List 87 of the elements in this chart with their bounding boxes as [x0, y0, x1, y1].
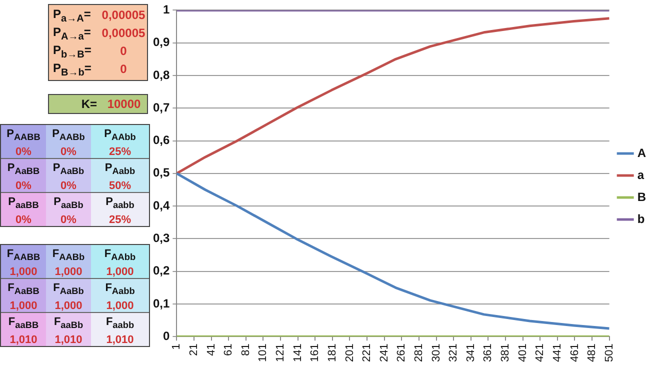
y-tick-label: 0,2 [152, 264, 170, 278]
y-tick-label: 0,1 [152, 296, 170, 310]
text: 1,000 [106, 266, 134, 278]
text: F$_{AaBb}$ [53, 282, 84, 296]
text: 0% [60, 180, 76, 192]
y-tick-label: 0,4 [152, 198, 170, 212]
text: P$_{a→A}$= [53, 7, 91, 25]
x-tick-label: 381 [500, 344, 512, 362]
x-tick-label: 341 [464, 344, 477, 362]
x-tick-label: 101 [257, 344, 270, 362]
x-tick-label: 161 [309, 344, 322, 362]
x-tick-label: 41 [205, 344, 218, 356]
legend-label: B [637, 190, 646, 204]
text: 1,000 [10, 266, 38, 278]
y-tick-label: 0,7 [152, 100, 170, 114]
x-tick-label: 241 [378, 344, 390, 362]
text: 1,010 [106, 334, 134, 346]
text: F$_{AABb}$ [52, 248, 85, 262]
x-tick-label: 261 [396, 344, 408, 362]
text: 0 [120, 62, 127, 76]
text: F$_{aaBB}$ [8, 316, 39, 330]
x-tick-label: 141 [292, 344, 304, 362]
x-tick-label: 61 [222, 344, 235, 356]
text: 0% [16, 214, 32, 226]
text: F$_{AABB}$ [6, 248, 40, 262]
y-tick-label: 0,9 [152, 35, 170, 50]
text: P$_{A→a}$= [53, 25, 91, 43]
x-tick-label: 361 [482, 344, 494, 362]
text: P$_{aaBb}$ [54, 196, 84, 210]
text: 0% [60, 214, 76, 226]
x-tick-label: 81 [240, 344, 252, 356]
text: P$_{AAbb}$ [104, 128, 136, 142]
text: F$_{aabb}$ [106, 316, 134, 330]
text: 25% [108, 214, 132, 226]
text: P$_{aabb}$ [106, 196, 134, 210]
x-tick-label: 1 [170, 344, 183, 350]
text: 0,00005 [102, 8, 146, 22]
x-tick-label: 201 [344, 344, 356, 362]
x-tick-label: 281 [413, 344, 425, 362]
text: 1,000 [106, 300, 134, 312]
x-tick-label: 481 [586, 344, 598, 362]
text: P$_{b→B}$= [53, 43, 92, 61]
y-tick-label: 0 [162, 328, 170, 343]
text: 0% [60, 146, 76, 158]
x-tick-label: 121 [274, 344, 287, 362]
text: 1,000 [10, 300, 38, 312]
y-tick-label: 0,3 [152, 231, 170, 246]
y-tick-label: 0,6 [152, 133, 170, 148]
text: F$_{Aabb}$ [105, 282, 135, 296]
text: F$_{AaBB}$ [8, 282, 40, 296]
text: 10000 [107, 97, 141, 111]
x-tick-label: 461 [568, 344, 581, 362]
x-tick-label: 21 [188, 344, 200, 356]
text: P$_{AABB}$ [6, 128, 40, 142]
text: 1,010 [54, 334, 82, 346]
text: P$_{B→b}$= [53, 61, 92, 79]
text: 1,000 [54, 300, 82, 312]
text: 0,00005 [102, 26, 146, 40]
legend-label: a [637, 168, 644, 182]
x-tick-label: 401 [516, 344, 529, 362]
legend-label: A [637, 146, 646, 160]
text: P$_{Aabb}$ [104, 162, 136, 176]
text: F$_{AAbb}$ [104, 248, 136, 262]
y-tick-label: 1 [162, 2, 170, 17]
x-tick-label: 501 [603, 344, 616, 362]
text: F$_{aaBb}$ [54, 316, 84, 330]
x-tick-label: 321 [448, 344, 460, 362]
text: 1,000 [54, 266, 82, 278]
x-tick-label: 181 [326, 344, 338, 362]
text: P$_{aaBB}$ [8, 196, 39, 210]
x-tick-label: 421 [534, 344, 546, 362]
text: 50% [108, 180, 132, 192]
x-tick-label: 441 [551, 344, 564, 362]
text: 25% [108, 146, 132, 158]
legend-label: b [637, 212, 645, 226]
y-tick-label: 0,5 [152, 166, 170, 180]
text: 0 [120, 44, 127, 58]
text: P$_{AaBB}$ [7, 162, 40, 176]
text: 0% [16, 146, 32, 158]
text: K= [81, 97, 97, 111]
text: P$_{AABb}$ [52, 128, 85, 142]
text: 1,010 [10, 334, 38, 346]
text: P$_{AaBb}$ [52, 162, 84, 176]
x-tick-label: 221 [361, 344, 374, 362]
x-tick-label: 301 [430, 344, 442, 362]
y-tick-label: 0,8 [152, 68, 170, 82]
text: 0% [16, 180, 32, 192]
